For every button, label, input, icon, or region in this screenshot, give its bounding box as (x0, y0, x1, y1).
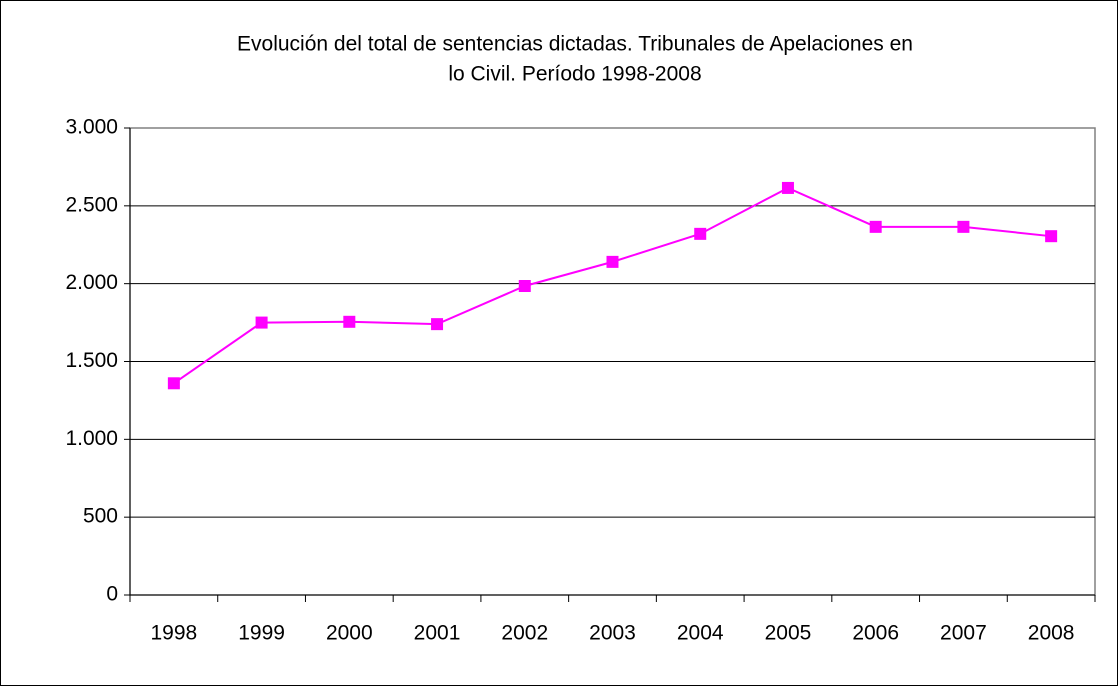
data-marker (781, 181, 794, 194)
data-marker (343, 315, 356, 328)
data-marker (431, 318, 444, 331)
x-tick-label: 2006 (852, 622, 899, 645)
chart-title: Evolución del total de sentencias dictad… (237, 33, 913, 56)
data-marker (1045, 230, 1058, 243)
x-tick-label: 2008 (1028, 622, 1075, 645)
y-tick-label: 500 (83, 505, 118, 528)
data-marker (606, 255, 619, 268)
y-tick-label: 1.500 (65, 349, 118, 372)
data-marker (869, 220, 882, 233)
y-tick-label: 2.500 (65, 193, 118, 216)
y-tick-label: 0 (106, 583, 118, 606)
data-marker (255, 316, 268, 329)
x-tick-label: 2002 (501, 622, 548, 645)
chart-title: lo Civil. Período 1998-2008 (448, 63, 701, 86)
x-tick-label: 2001 (414, 622, 461, 645)
x-tick-label: 2005 (765, 622, 812, 645)
data-marker (518, 280, 531, 293)
data-marker (694, 227, 707, 240)
x-tick-label: 2004 (677, 622, 724, 645)
x-tick-label: 1998 (151, 622, 198, 645)
data-marker (167, 377, 180, 390)
x-tick-label: 2000 (326, 622, 373, 645)
x-tick-label: 2003 (589, 622, 636, 645)
x-tick-label: 1999 (238, 622, 285, 645)
data-marker (957, 220, 970, 233)
y-tick-label: 1.000 (65, 427, 118, 450)
x-tick-label: 2007 (940, 622, 987, 645)
y-tick-label: 2.000 (65, 271, 118, 294)
y-tick-label: 3.000 (65, 116, 118, 139)
